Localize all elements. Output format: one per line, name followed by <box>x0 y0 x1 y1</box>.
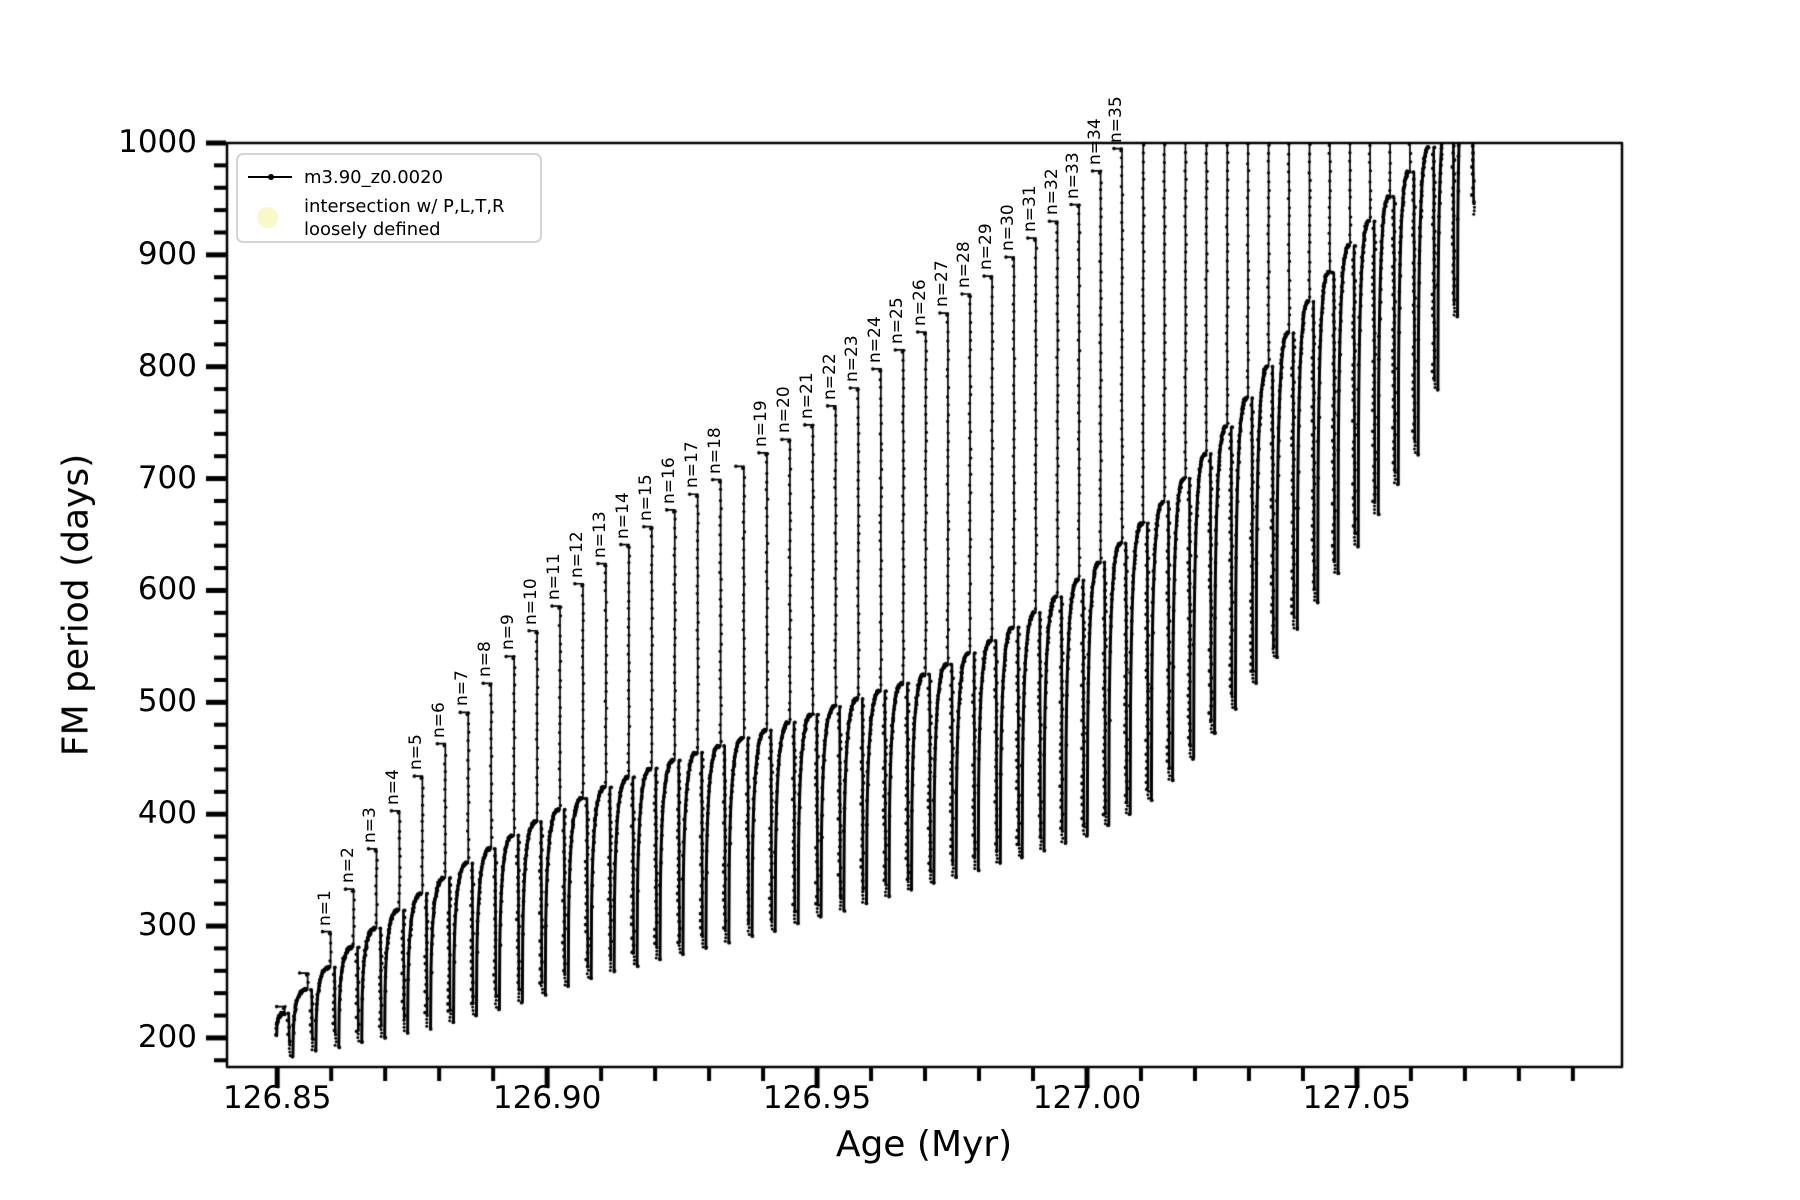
legend-point-marker-icon <box>268 174 274 180</box>
pulse-label: n=22 <box>819 353 840 400</box>
pulse-label: n=27 <box>931 260 952 308</box>
pulse-label: n=16 <box>658 457 679 504</box>
pulse-label: n=15 <box>635 474 656 521</box>
pulse-label: n=33 <box>1063 151 1084 199</box>
pulse-label: n=35 <box>1105 95 1126 143</box>
pulse-label: n=23 <box>842 335 863 382</box>
pulse-label: n=28 <box>954 241 975 289</box>
pulse-label: n=25 <box>887 297 908 344</box>
pulse-label: n=29 <box>976 223 997 271</box>
x-tick-label: 126.85 <box>222 1080 332 1116</box>
pulse-label: n=7 <box>452 670 473 707</box>
pulse-label: n=14 <box>612 491 633 539</box>
legend-series-label: m3.90_z0.0020 <box>304 167 444 188</box>
pulse-label: n=19 <box>750 400 771 447</box>
pulse-label: n=12 <box>566 531 587 578</box>
pulse-label: n=8 <box>475 641 496 678</box>
legend-circle-marker-icon <box>257 207 278 228</box>
pulse-label: n=10 <box>521 578 542 625</box>
pulse-label: n=30 <box>998 204 1018 252</box>
y-tick-label: 400 <box>137 795 197 832</box>
pulse-label: n=5 <box>406 734 427 771</box>
x-axis-label: Age (Myr) <box>835 1124 1013 1165</box>
y-tick-label: 700 <box>137 459 197 496</box>
legend: m3.90_z0.0020 intersection w/ P,L,T,R lo… <box>236 153 542 243</box>
y-tick-label: 1000 <box>118 124 197 160</box>
pulse-label: n=34 <box>1084 118 1105 165</box>
pulse-label: n=4 <box>383 768 404 805</box>
legend-intersection-label: intersection w/ P,L,T,R loosely defined <box>304 196 505 240</box>
y-tick-label: 500 <box>137 683 197 720</box>
pulse-label: n=20 <box>773 386 794 434</box>
x-tick-label: 126.90 <box>492 1080 602 1116</box>
pulse-label: n=26 <box>909 279 930 327</box>
pulse-label: n=13 <box>589 510 610 558</box>
pulse-label: n=31 <box>1019 185 1040 233</box>
x-tick-label: 126.95 <box>762 1080 872 1116</box>
y-tick-label: 600 <box>137 571 197 608</box>
y-tick-label: 200 <box>137 1018 197 1055</box>
x-tick-label: 127.00 <box>1032 1080 1142 1116</box>
pulse-label: n=21 <box>796 372 817 419</box>
pulse-label: n=18 <box>704 427 725 474</box>
pulse-label: n=24 <box>864 316 885 363</box>
pulse-label: n=11 <box>544 553 565 601</box>
y-tick-label: 300 <box>137 907 197 944</box>
pulse-label: n=32 <box>1041 168 1062 216</box>
pulse-label: n=6 <box>429 701 450 738</box>
y-tick-label: 900 <box>137 235 197 272</box>
pulse-label: n=2 <box>337 847 358 884</box>
y-tick-label: 800 <box>137 347 197 384</box>
pulse-label: n=1 <box>314 889 335 926</box>
pulse-label: n=9 <box>498 614 519 651</box>
pulse-label: n=3 <box>360 807 381 843</box>
pulse-label: n=17 <box>681 441 702 489</box>
x-tick-label: 127.05 <box>1302 1080 1412 1116</box>
